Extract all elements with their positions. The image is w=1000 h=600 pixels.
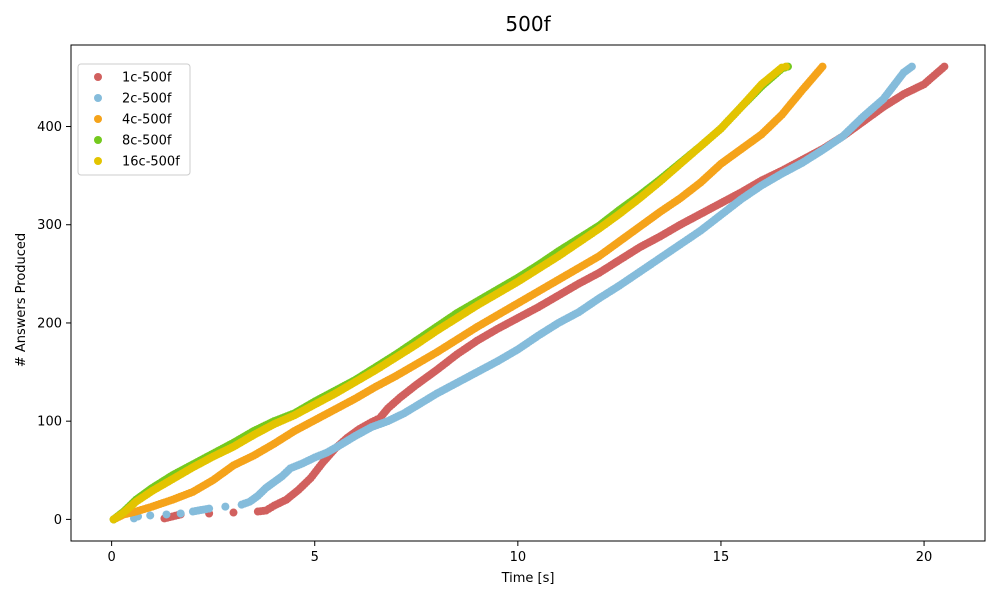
x-tick-label: 5 bbox=[311, 550, 319, 565]
x-axis-ticks: 0 5 10 15 20 bbox=[107, 541, 932, 565]
legend-entry: 8c-500f bbox=[122, 134, 172, 149]
y-tick-label: 100 bbox=[37, 415, 62, 430]
x-tick-label: 10 bbox=[510, 550, 527, 565]
y-axis-ticks: 0 100 200 300 400 bbox=[37, 120, 71, 528]
series-1c-500f bbox=[160, 62, 949, 523]
legend: 1c-500f 2c-500f 4c-500f 8c-500f 16c-500f bbox=[77, 63, 191, 176]
legend-entry: 1c-500f bbox=[122, 71, 172, 86]
legend-box bbox=[77, 63, 191, 176]
y-tick-label: 200 bbox=[37, 316, 62, 331]
series-16c-500f bbox=[109, 62, 790, 524]
data-point bbox=[907, 62, 916, 71]
y-axis-label: # Answers Produced bbox=[14, 233, 29, 367]
y-tick-label: 400 bbox=[37, 120, 62, 135]
y-tick-label: 300 bbox=[37, 218, 62, 233]
data-point bbox=[162, 510, 171, 519]
plot-marks bbox=[109, 62, 949, 524]
legend-marker bbox=[94, 94, 102, 102]
data-point bbox=[205, 504, 214, 513]
x-tick-label: 20 bbox=[916, 550, 933, 565]
legend-marker bbox=[94, 136, 102, 144]
legend-marker bbox=[94, 157, 102, 165]
series-2c-500f bbox=[129, 62, 916, 523]
data-point bbox=[818, 62, 827, 71]
data-point bbox=[229, 508, 238, 517]
legend-entry: 4c-500f bbox=[122, 113, 172, 128]
legend-marker bbox=[94, 115, 102, 123]
series-4c-500f bbox=[109, 62, 827, 524]
legend-entry: 16c-500f bbox=[122, 155, 180, 170]
legend-marker bbox=[94, 73, 102, 81]
x-tick-label: 0 bbox=[107, 550, 115, 565]
plot-frame bbox=[70, 44, 986, 542]
chart-title: 500f bbox=[505, 12, 551, 36]
x-axis-label: Time [s] bbox=[501, 571, 555, 586]
data-point bbox=[176, 509, 185, 518]
y-tick-label: 0 bbox=[54, 513, 62, 528]
legend-entry: 2c-500f bbox=[122, 92, 172, 107]
data-point bbox=[146, 511, 155, 520]
data-point bbox=[221, 502, 230, 511]
x-tick-label: 15 bbox=[713, 550, 730, 565]
data-point bbox=[781, 62, 790, 71]
data-point bbox=[940, 62, 949, 71]
